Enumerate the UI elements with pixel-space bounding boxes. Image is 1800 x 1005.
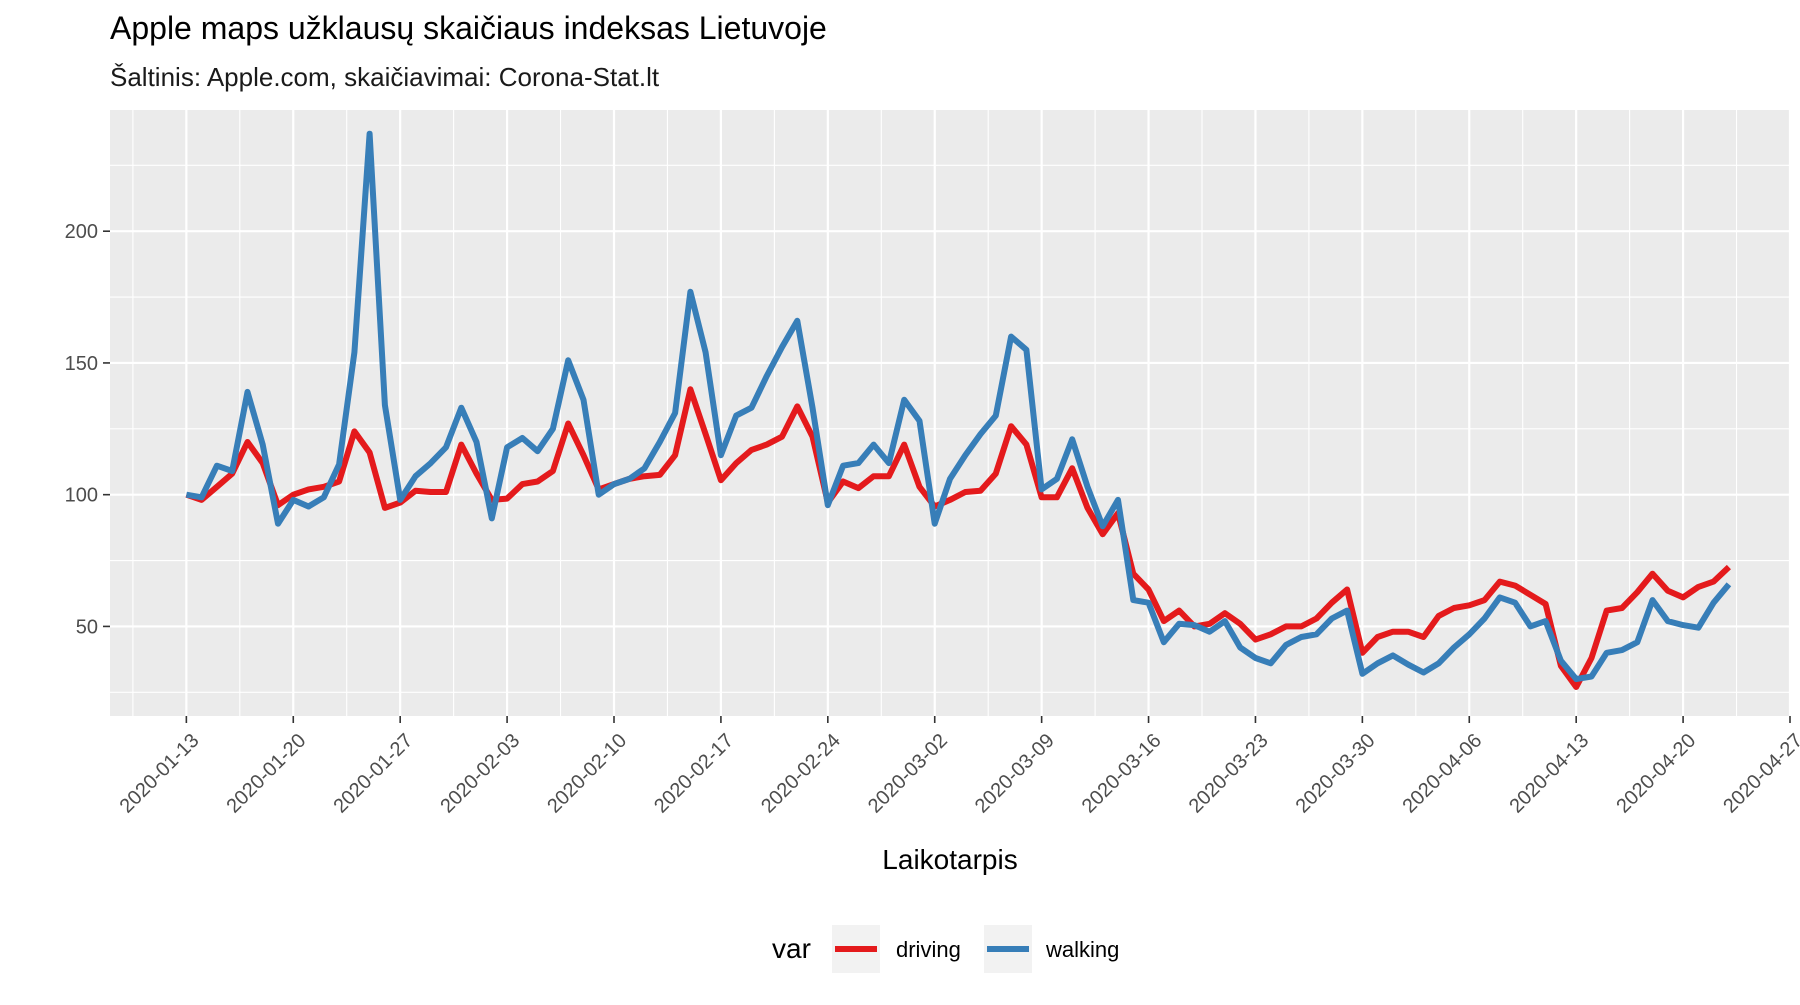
y-tick-label: 150	[65, 353, 98, 375]
series-line-driving	[185, 386, 1731, 690]
x-axis-label: Laikotarpis	[882, 844, 1017, 875]
x-tick-label: 2020-01-13	[116, 730, 204, 818]
legend-title: var	[772, 933, 811, 964]
y-tick-label: 200	[65, 221, 98, 243]
x-tick-label: 2020-03-23	[1185, 730, 1273, 818]
legend-label-driving: driving	[896, 937, 961, 962]
x-tick-label: 2020-03-30	[1292, 730, 1380, 818]
x-tick-label: 2020-03-16	[1078, 730, 1166, 818]
chart-subtitle: Šaltinis: Apple.com, skaičiavimai: Coron…	[110, 62, 660, 92]
x-tick-label: 2020-04-06	[1399, 730, 1487, 818]
chart-title: Apple maps užklausų skaičiaus indeksas L…	[110, 10, 827, 46]
x-axis: 2020-01-13 2020-01-20 2020-01-27 2020-02-03…	[116, 716, 1800, 817]
legend-items: driving walking	[832, 925, 1119, 973]
y-axis: 50 100 150 200	[65, 221, 110, 638]
y-tick-label: 50	[76, 616, 98, 638]
major-gridlines	[110, 110, 1792, 716]
series-lines	[185, 130, 1732, 690]
plot-panel	[110, 110, 1790, 716]
minor-gridlines	[110, 110, 1790, 716]
series-line-walking	[185, 130, 1732, 683]
x-tick-label: 2020-01-20	[223, 730, 311, 818]
x-tick-label: 2020-04-20	[1612, 730, 1700, 818]
y-tick-label: 100	[65, 485, 98, 507]
x-tick-label: 2020-02-03	[436, 730, 524, 818]
x-tick-label: 2020-03-02	[864, 730, 952, 818]
x-tick-label: 2020-02-24	[757, 730, 845, 818]
x-tick-label: 2020-04-13	[1505, 730, 1593, 818]
x-tick-label: 2020-03-09	[971, 730, 1059, 818]
x-tick-label: 2020-04-27	[1719, 730, 1800, 818]
legend: var driving walking	[772, 925, 1119, 973]
x-tick-label: 2020-01-27	[329, 730, 417, 818]
x-tick-label: 2020-02-10	[543, 730, 631, 818]
x-tick-label: 2020-02-17	[650, 730, 738, 818]
legend-label-walking: walking	[1045, 937, 1119, 962]
